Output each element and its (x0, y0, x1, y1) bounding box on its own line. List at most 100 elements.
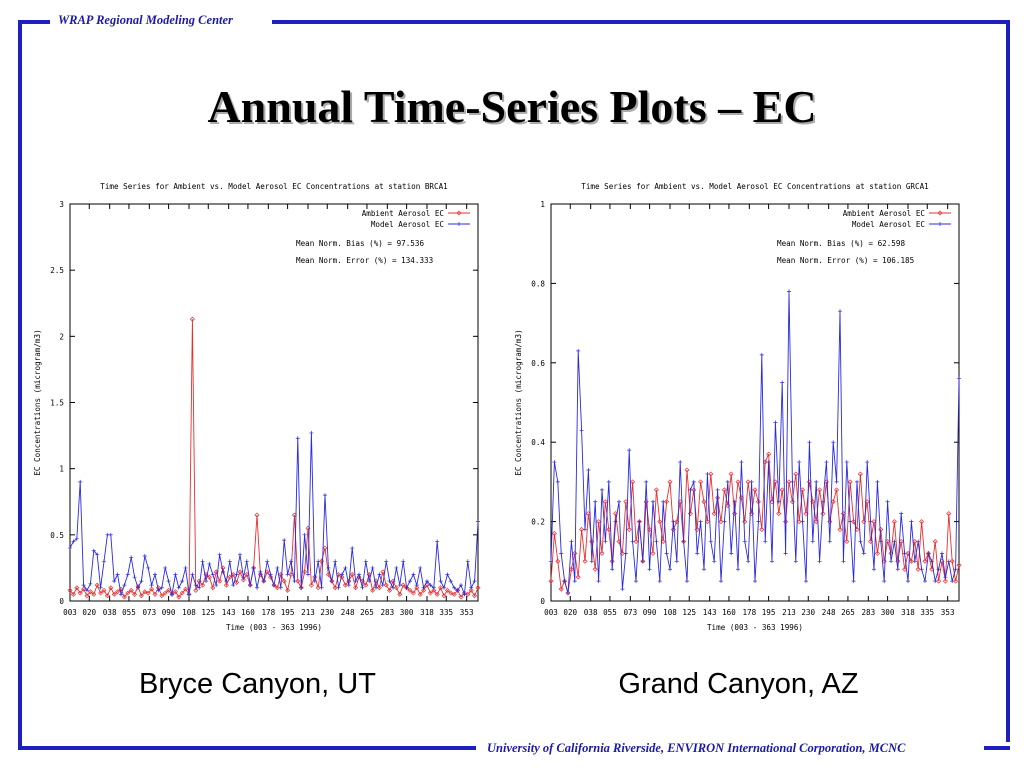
data-point-ambient (149, 586, 155, 592)
data-point-model (889, 559, 893, 564)
data-point-model (343, 565, 348, 570)
x-axis-label: Time (003 - 363 1996) (226, 623, 322, 632)
data-point-ambient (370, 587, 376, 593)
x-tick-label: 108 (182, 608, 196, 617)
data-point-model (640, 559, 645, 564)
data-point-model (207, 561, 212, 566)
data-point-model (231, 583, 236, 588)
chart-brca1: Time Series for Ambient vs. Model Aeroso… (30, 176, 485, 638)
data-point-ambient (465, 591, 471, 597)
data-point-model (593, 499, 598, 504)
data-point-model (204, 579, 208, 584)
data-point-ambient (87, 589, 93, 595)
footer-credits-label: University of California Riverside, ENVI… (487, 741, 906, 755)
data-point-ambient (268, 574, 274, 580)
data-point-model (173, 572, 178, 577)
data-point-ambient (244, 572, 250, 578)
data-point-ambient (349, 572, 355, 578)
data-point-model (654, 539, 659, 544)
data-point-ambient (189, 316, 195, 322)
data-point-ambient (376, 585, 382, 591)
data-point-ambient (254, 512, 260, 518)
data-point-model (552, 460, 557, 465)
data-point-ambient (302, 569, 308, 575)
data-point-model (224, 579, 229, 584)
data-point-ambient (77, 590, 83, 596)
data-point-ambient (315, 585, 321, 591)
data-point-ambient (844, 538, 850, 544)
data-point-ambient (91, 591, 97, 597)
data-point-model (268, 572, 273, 577)
y-tick-label: 0.4 (531, 438, 545, 447)
data-point-model (91, 548, 96, 553)
data-point-model (702, 567, 706, 572)
data-point-ambient (721, 487, 727, 493)
data-point-model (282, 538, 287, 543)
data-point-model (312, 579, 317, 584)
data-point-model (397, 583, 402, 588)
data-point-ambient (108, 585, 114, 591)
data-point-ambient (789, 499, 795, 505)
data-point-model (562, 579, 567, 584)
data-point-model (957, 376, 961, 381)
data-point-ambient (932, 538, 938, 544)
data-point-model (729, 551, 734, 556)
data-point-model (807, 440, 812, 445)
data-point-ambient (397, 591, 403, 597)
data-point-model (139, 579, 144, 584)
frame-bottom-right (984, 746, 1010, 750)
x-tick-label: 178 (261, 608, 275, 617)
data-point-ambient (752, 487, 758, 493)
data-point-model (865, 460, 870, 465)
data-point-model (549, 559, 553, 564)
x-tick-label: 248 (341, 608, 355, 617)
data-point-ambient (602, 499, 608, 505)
data-point-model (719, 579, 723, 584)
data-point-ambient (67, 587, 73, 593)
data-point-ambient (329, 578, 335, 584)
data-point-model (674, 559, 679, 564)
data-point-model (81, 583, 86, 588)
data-point-ambient (942, 578, 948, 584)
data-point-model (576, 348, 581, 353)
data-point-model (217, 552, 222, 557)
data-point-model (824, 460, 829, 465)
data-point-model (166, 579, 171, 584)
x-tick-label: 195 (762, 608, 776, 617)
data-point-ambient (745, 479, 751, 485)
data-point-model (360, 585, 365, 590)
x-tick-label: 055 (603, 608, 617, 617)
series-line-ambient (69, 319, 479, 598)
data-point-model (851, 579, 856, 584)
data-point-ambient (410, 590, 416, 596)
legend-marker (937, 210, 943, 216)
data-point-ambient (946, 511, 952, 517)
data-point-ambient (210, 585, 216, 591)
y-tick-label: 0.5 (50, 531, 64, 540)
data-point-model (671, 519, 676, 524)
data-point-model (613, 519, 618, 524)
data-point-model (71, 539, 76, 544)
x-tick-label: 143 (703, 608, 717, 617)
data-point-model (950, 579, 955, 584)
data-point-model (763, 539, 768, 544)
data-point-model (418, 565, 423, 570)
data-point-model (340, 572, 344, 577)
legend-label: Model Aerosol EC (852, 220, 925, 229)
x-tick-label: 318 (420, 608, 434, 617)
data-point-ambient (670, 527, 676, 533)
data-point-ambient (902, 566, 908, 572)
data-point-model (465, 559, 470, 564)
y-tick-label: 0 (59, 597, 64, 606)
data-point-model (234, 572, 239, 577)
data-point-model (678, 460, 683, 465)
data-point-ambient (551, 531, 557, 537)
data-point-model (255, 585, 259, 590)
data-point-model (572, 579, 577, 584)
data-point-ambient (820, 511, 826, 517)
data-point-model (285, 572, 290, 577)
data-point-model (644, 479, 649, 484)
frame-bottom-left (18, 746, 476, 750)
data-point-ambient (166, 587, 172, 593)
data-point-model (617, 499, 621, 504)
